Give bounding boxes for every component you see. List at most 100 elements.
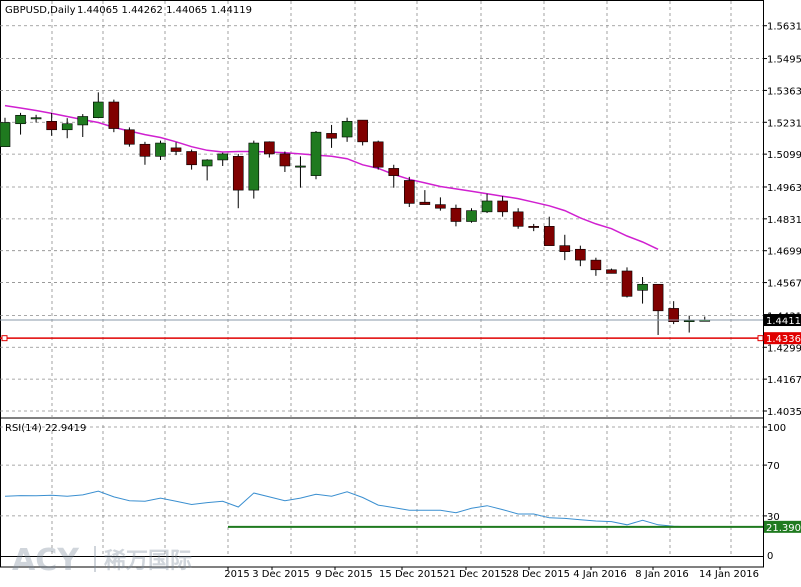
candle-bearish [186,149,197,170]
candle-body [310,131,322,176]
rsi-zero-tick-label: 0 [767,551,773,562]
candle-body [295,165,306,168]
candle-body [186,151,197,166]
candle-bullish [248,140,260,199]
price-tick-label: 1.48310 [767,215,801,226]
candle-bearish [403,176,415,208]
price-tick-label: 1.53630 [767,86,801,97]
axis-layer: 1.56310 1.54950 1.53630 1.52310 1.50990 1.496… [224,22,801,580]
candle-body [77,116,89,126]
candle-body [683,320,695,322]
candle-bearish [357,119,368,146]
candle-bearish [590,257,602,276]
candle-bearish [264,141,275,158]
candle-body [481,200,493,213]
price-tick-label: 1.44310 [767,311,801,322]
candle-bearish [419,190,431,205]
candle-body [124,129,135,145]
candle-bullish [341,117,353,142]
candle-body [232,156,244,191]
candle-body [652,283,664,312]
candle-body [170,147,182,152]
candle-body [372,141,384,168]
candlestick-layer [0,92,711,335]
candle-body [248,142,260,191]
price-tick-label: 1.49630 [767,183,801,194]
current-price-tag [764,314,801,327]
candle-bearish [139,141,151,165]
x-tick-label: 2015 [224,569,249,580]
rsi-layer: 21.3904 [4,490,801,534]
candle-body [30,117,42,120]
ohlc-readout: 1.44065 1.44262 1.44065 1.44119 [77,5,252,16]
current-price-label: 1.44119 [766,316,801,327]
candle-bullish [15,112,26,135]
candle-body [357,119,368,143]
candle-bullish [683,315,695,333]
x-tick-label: 4 Jan 2016 [573,569,627,580]
candle-body [419,201,431,205]
candle-body [559,245,571,252]
candle-body [512,211,524,227]
candle-bullish [77,114,89,138]
watermark-divider [94,546,96,572]
candle-body [435,204,446,209]
candle-bullish [30,114,42,123]
candle-bearish [170,142,182,156]
price-tick-label: 1.50990 [767,150,801,161]
price-tick-label: 1.46990 [767,247,801,258]
candle-bearish [372,140,384,170]
candle-bullish [310,130,322,180]
x-tick-label: 28 Dec 2015 [506,569,570,580]
price-tick-label: 1.45670 [767,279,801,290]
candle-bearish [232,153,244,209]
candle-bullish [0,117,11,147]
support-price-tag [764,332,801,345]
support-line-handle-right[interactable] [757,335,764,342]
candle-body [450,207,462,222]
candle-body [201,159,213,167]
support-line-handle-left[interactable] [1,335,8,342]
candle-bullish [466,208,477,223]
candle-body [497,200,508,213]
x-tick-label: 8 Jan 2016 [635,569,689,580]
rsi-current-tag [764,520,801,533]
x-tick-label: 9 Dec 2015 [315,569,373,580]
candle-bearish [450,204,462,227]
level-lines-layer: 1.44119 1.43367 [0,314,801,345]
candle-bullish [699,316,711,322]
candle-bullish [155,140,166,160]
candle-bullish [61,118,73,139]
candle-body [341,121,353,138]
candle-bearish [388,164,400,188]
candle-bullish [201,159,213,181]
rsi-title: RSI(14) 22.9419 [5,423,86,434]
candle-body [403,180,415,204]
watermark-logo: ACY 稀万国际 [12,543,192,578]
candle-bearish [124,127,135,147]
candle-body [61,123,73,131]
candle-body [543,226,555,246]
support-price-label: 1.43367 [766,334,801,345]
rsi-current-label: 21.3904 [766,523,801,534]
rsi-line [4,490,705,528]
candle-bearish [543,216,555,246]
candle-bullish [637,277,648,304]
candle-body [528,226,540,228]
candle-bearish [512,208,524,229]
candle-body [93,101,104,118]
price-tick-label: 1.41670 [767,375,801,386]
candle-bearish [108,99,120,133]
candle-body [466,210,477,222]
price-tick-label: 1.52310 [767,118,801,129]
candle-bearish [279,151,291,173]
candle-bearish [46,112,57,136]
price-tick-label: 1.56310 [767,22,801,33]
candle-bearish [326,124,337,148]
candle-body [621,270,633,297]
candle-bearish [435,197,446,211]
candle-body [108,101,120,129]
rsi-tick-label: 30 [767,512,780,523]
candle-bearish [668,301,679,325]
